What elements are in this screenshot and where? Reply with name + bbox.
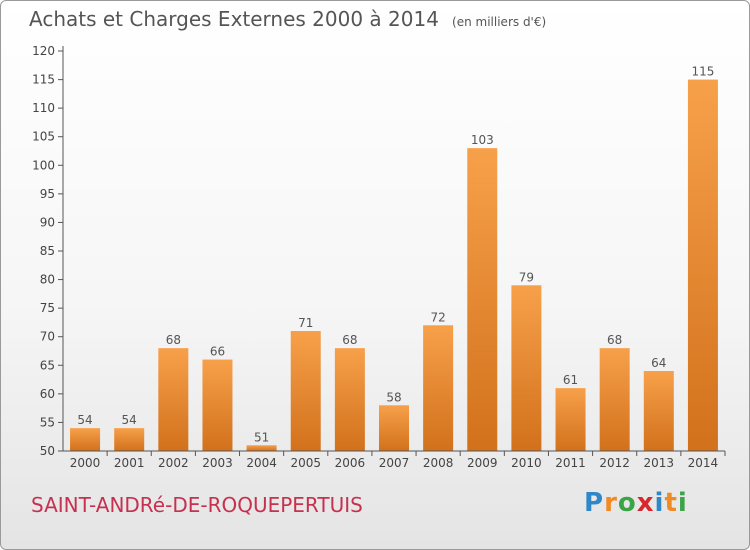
y-tick-label: 95 — [40, 187, 55, 201]
y-tick-label: 115 — [32, 73, 55, 87]
bar-value-label: 103 — [471, 133, 494, 147]
bar — [158, 348, 189, 451]
bar — [379, 405, 409, 451]
y-tick-label: 75 — [40, 301, 55, 315]
bar-value-label: 66 — [210, 345, 225, 359]
logo-letter: i — [677, 488, 688, 518]
bar-value-label: 71 — [298, 316, 313, 330]
x-tick-label: 2013 — [644, 456, 675, 470]
x-axis: 2000 2001 2002 2003 2004 2005 2006 2007 2008 2009… — [63, 450, 726, 470]
bar-value-label: 51 — [254, 430, 269, 444]
y-tick-label: 55 — [40, 415, 55, 429]
x-tick-label: 2002 — [158, 456, 189, 470]
y-tick-label: 60 — [40, 387, 55, 401]
x-tick-label: 2008 — [423, 456, 454, 470]
x-tick-label: 2006 — [335, 456, 366, 470]
bar-value-label: 68 — [342, 333, 357, 347]
bar-value-label: 68 — [166, 333, 181, 347]
logo-letter: x — [636, 488, 655, 518]
logo-letter: o — [617, 488, 637, 518]
bar-value-label: 54 — [122, 413, 137, 427]
bar-value-label: 79 — [519, 270, 534, 284]
logo-letter: P — [584, 488, 605, 518]
bar — [423, 325, 454, 451]
y-axis: 50 55 60 65 70 75 80 85 90 95 100 105 110 115 120 — [32, 44, 64, 458]
bar — [114, 428, 145, 451]
bar — [555, 388, 586, 451]
bar — [334, 348, 365, 451]
x-tick-label: 2010 — [511, 456, 542, 470]
bar-value-label: 72 — [430, 310, 445, 324]
x-tick-label: 2011 — [555, 456, 586, 470]
chart-title: Achats et Charges Externes 2000 à 2014 (… — [29, 7, 546, 31]
x-tick-label: 2000 — [70, 456, 101, 470]
logo-letter: i — [654, 488, 665, 518]
y-tick-label: 110 — [32, 101, 55, 115]
y-tick-label: 80 — [40, 273, 55, 287]
bar — [643, 371, 674, 451]
logo-letter: r — [604, 488, 618, 518]
bar-value-label: 68 — [607, 333, 622, 347]
bar — [599, 348, 630, 451]
bar — [290, 331, 321, 451]
proxiti-logo: Proxiti — [584, 488, 688, 518]
bar-value-label: 64 — [651, 356, 666, 370]
bar-value-label: 54 — [77, 413, 92, 427]
bar — [70, 428, 101, 451]
y-tick-label: 65 — [40, 358, 55, 372]
y-tick-label: 70 — [40, 330, 55, 344]
x-tick-label: 2004 — [246, 456, 277, 470]
bar — [687, 79, 718, 452]
bar — [511, 285, 542, 451]
y-tick-label: 105 — [32, 130, 55, 144]
x-tick-label: 2012 — [599, 456, 630, 470]
y-tick-label: 100 — [32, 158, 55, 172]
y-tick-label: 90 — [40, 215, 55, 229]
x-tick-label: 2005 — [290, 456, 321, 470]
x-tick-label: 2001 — [114, 456, 145, 470]
bar — [246, 445, 277, 451]
y-tick-label: 85 — [40, 244, 55, 258]
logo-letter: t — [664, 488, 678, 518]
x-tick-label: 2014 — [688, 456, 719, 470]
bar — [467, 148, 498, 451]
bar-value-label: 115 — [691, 65, 714, 79]
bar-value-label: 61 — [563, 373, 578, 387]
chart-title-main: Achats et Charges Externes 2000 à 2014 — [29, 7, 439, 31]
bar — [202, 359, 233, 451]
x-tick-label: 2003 — [202, 456, 233, 470]
commune-name: SAINT-ANDRé-DE-ROQUEPERTUIS — [31, 493, 363, 517]
chart-title-unit: (en milliers d'€) — [452, 15, 547, 29]
bar-value-label: 58 — [386, 390, 401, 404]
x-tick-label: 2007 — [379, 456, 410, 470]
y-tick-label: 50 — [40, 444, 55, 458]
bars-group: 54 54 68 66 51 71 68 58 72 103 79 61 68 64 115 — [70, 65, 718, 452]
x-tick-label: 2009 — [467, 456, 498, 470]
y-tick-label: 120 — [32, 44, 55, 58]
